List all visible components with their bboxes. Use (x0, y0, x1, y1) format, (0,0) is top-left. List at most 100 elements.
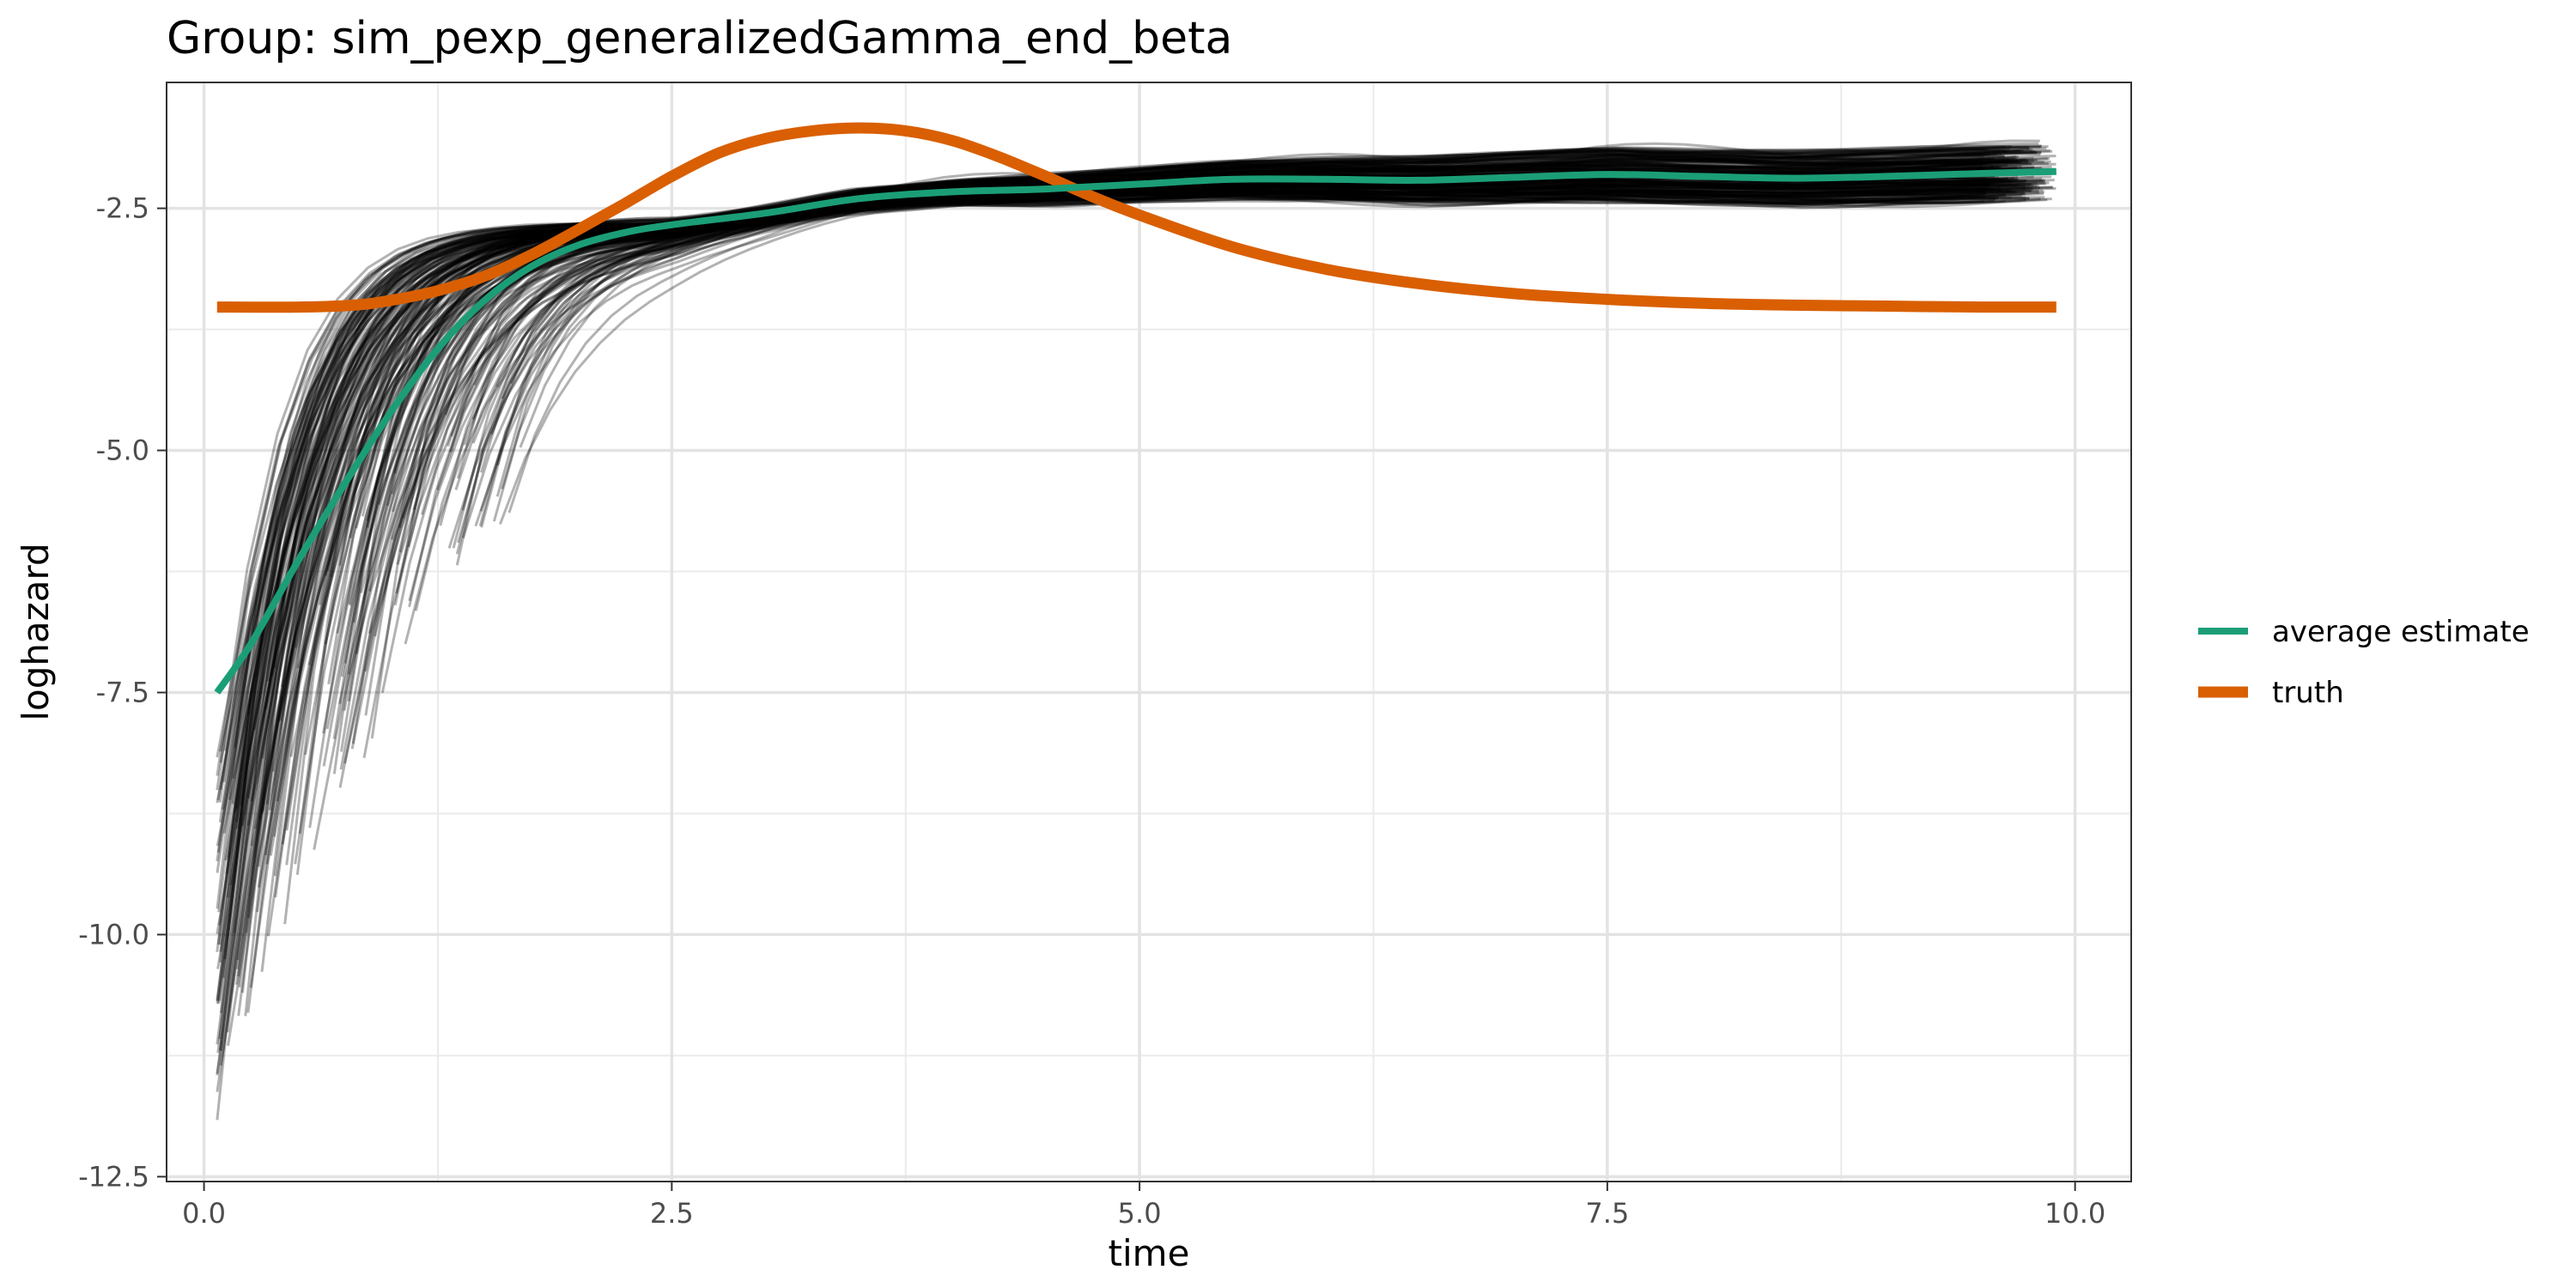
replicate-line (227, 165, 2052, 859)
replicate-line (285, 179, 2019, 831)
replicate-line (235, 194, 2022, 829)
replicate-line (220, 191, 2045, 1052)
replicate-line (216, 155, 2020, 847)
replicate-line (380, 177, 2018, 694)
y-tick-label: -2.5 (96, 192, 149, 225)
replicate-line (364, 149, 2053, 672)
major-gridlines (167, 82, 2131, 1182)
replicate-line (296, 196, 1984, 669)
replicate-line (393, 163, 2024, 606)
replicate-line (377, 184, 2026, 506)
replicate-line (391, 156, 2038, 540)
replicate-line (343, 157, 2048, 711)
replicate-line (420, 152, 1984, 515)
replicate-line (396, 167, 2040, 566)
replicate-line (228, 160, 2051, 800)
replicate-line (414, 183, 1994, 611)
chart-title: Group: sim_pexp_generalizedGamma_end_bet… (167, 13, 1232, 64)
replicate-line (258, 197, 2006, 819)
replicate-line (461, 195, 2030, 511)
y-tick-label: -7.5 (96, 676, 149, 708)
replicate-line (479, 183, 1991, 512)
replicate-line (229, 154, 2005, 886)
replicate-line (218, 145, 2012, 803)
replicate-line (498, 177, 2000, 526)
replicate-line (261, 139, 2040, 759)
replicate-line (447, 150, 1984, 447)
replicate-line (501, 155, 2013, 489)
replicate-line (218, 190, 1996, 1051)
replicate-line (226, 181, 2050, 1033)
replicate-line (217, 148, 1986, 926)
x-tick-label: 5.0 (1118, 1197, 1162, 1230)
replicate-line (362, 155, 2017, 758)
x-axis-ticks: 0.0 2.5 5.0 7.5 10.0 (182, 1182, 2105, 1230)
y-tick-label: -5.0 (96, 434, 149, 467)
replicate-line (261, 191, 1985, 811)
replicate-line (219, 179, 2045, 763)
replicate-line (227, 187, 2057, 1047)
legend: average estimate truth (2198, 615, 2530, 710)
replicate-line (339, 190, 2025, 752)
replicate-line (495, 189, 2032, 388)
replicate-line (338, 186, 1988, 705)
replicate-line (218, 189, 2018, 752)
truth-line (216, 122, 2057, 313)
replicate-line (455, 193, 2041, 555)
replicate-line (266, 149, 2020, 682)
replicate-line (216, 142, 2039, 1092)
replicate-line (392, 189, 1986, 513)
replicate-line (324, 181, 2013, 576)
replicate-line (260, 154, 1995, 814)
replicate-line (436, 149, 2042, 491)
x-tick-label: 7.5 (1585, 1197, 1629, 1230)
replicate-line (408, 182, 1990, 602)
replicate-line (450, 191, 1999, 437)
replicate-line (218, 179, 2026, 1001)
average-estimate-line (214, 167, 2057, 695)
replicate-line (447, 151, 2038, 549)
replicate-line (289, 179, 1998, 757)
replicate-line (237, 189, 1984, 977)
replicate-line (509, 180, 2026, 385)
replicate-line (452, 189, 2044, 549)
replicate-line (454, 188, 2014, 490)
replicate-line (224, 150, 2008, 861)
replicate-line (464, 167, 1996, 446)
replicate-line (238, 183, 2021, 987)
replicate-line (404, 160, 2044, 645)
replicate-line (507, 177, 2043, 513)
replicate-line (216, 185, 2006, 945)
replicate-line (245, 145, 2029, 933)
replicate-line (253, 149, 2024, 829)
series-lines (214, 122, 2057, 695)
replicate-line (232, 192, 2026, 779)
replicate-line (439, 190, 2013, 526)
replicate-line (240, 179, 2026, 805)
replicate-line (393, 160, 2032, 474)
replicate-line (226, 146, 2006, 898)
replicate-line (231, 189, 2039, 805)
replicate-line (495, 180, 2032, 497)
replicate-line (257, 158, 2026, 888)
replicate-line (327, 161, 1986, 685)
y-axis-ticks: -2.5 -5.0 -7.5 -10.0 -12.5 (78, 192, 167, 1193)
replicate-line (219, 186, 2032, 952)
y-tick-label: -10.0 (78, 918, 149, 951)
replicate-line (480, 187, 1987, 528)
replicate-line (368, 156, 2018, 592)
replicate-line (234, 188, 1996, 812)
replicate-line (407, 161, 2029, 548)
replicate-line (236, 153, 1986, 961)
replicate-line (366, 193, 2045, 521)
replicate-line (360, 158, 2028, 593)
x-axis-title: time (1109, 1232, 1190, 1274)
replicate-line (361, 179, 2020, 517)
replicate-line (235, 189, 1985, 823)
replicate-line (217, 186, 2002, 913)
replicate-line (216, 144, 2042, 791)
replicate-line (495, 178, 2005, 466)
replicate-line (347, 188, 2001, 675)
replicate-line (244, 179, 2011, 1017)
